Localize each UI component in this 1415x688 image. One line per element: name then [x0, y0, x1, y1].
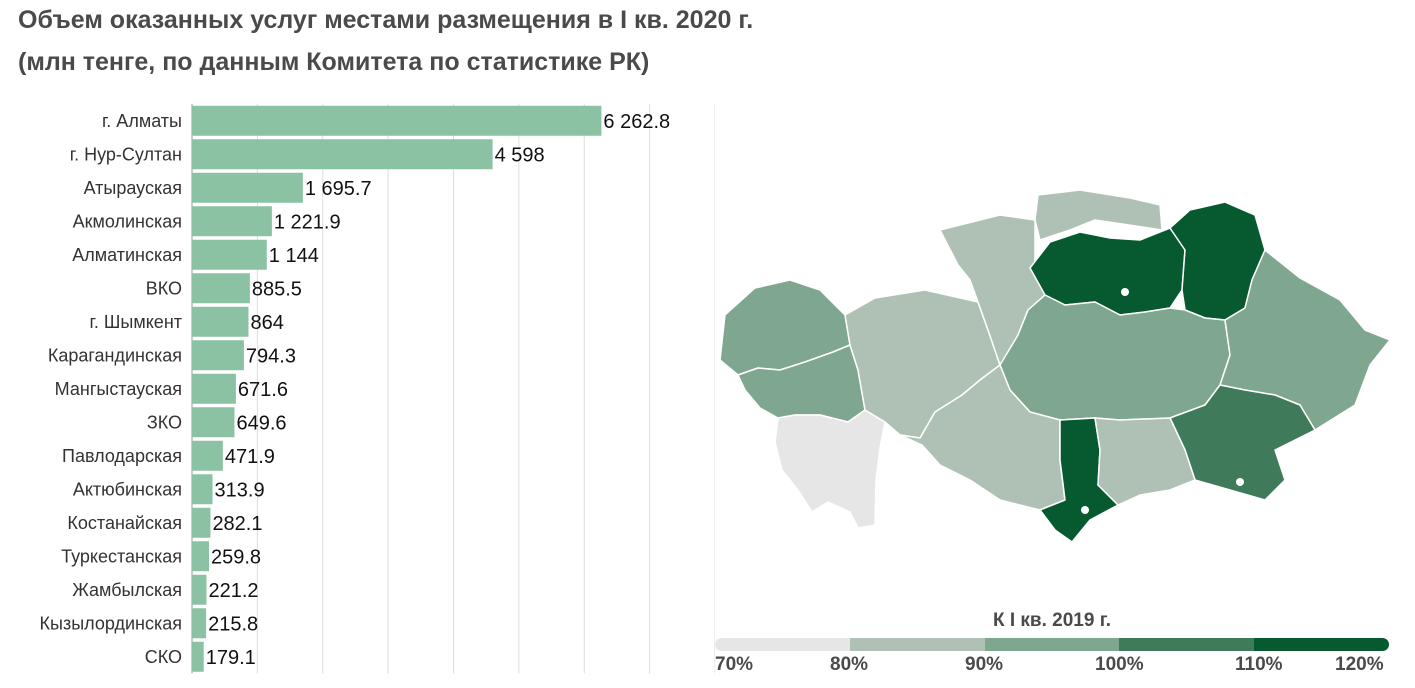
value-label: 864	[250, 312, 283, 334]
category-label: Актюбинская	[73, 479, 182, 499]
value-label: 1 144	[269, 245, 319, 267]
bar	[192, 608, 207, 639]
category-label: ВКО	[146, 278, 182, 298]
bar	[192, 373, 236, 404]
map-region-balkhash	[1094, 417, 1196, 506]
value-label: 179.1	[206, 647, 256, 669]
value-label: 313.9	[215, 479, 265, 501]
bar	[192, 306, 249, 337]
bar	[192, 206, 272, 237]
legend-segment	[984, 638, 1120, 651]
nur-sultan-city-marker	[1121, 288, 1129, 296]
value-label: 471.9	[225, 446, 275, 468]
legend-tick-90: 90%	[965, 654, 1004, 675]
value-label: 221.2	[208, 580, 258, 602]
bar-chart: г. Алматы 6 262.8 г. Нур-Султан 4 598 Атырау…	[40, 104, 715, 674]
value-label: 4 598	[495, 144, 545, 166]
legend-tick-80: 80%	[830, 654, 869, 675]
category-label: ЗКО	[147, 412, 182, 432]
category-label: Мангыстауская	[55, 379, 182, 399]
bar	[192, 340, 244, 371]
bar	[192, 105, 602, 136]
value-label: 1 221.9	[274, 211, 341, 233]
chart-title: Объем оказанных услуг местами размещения…	[18, 6, 754, 34]
category-label: Акмолинская	[73, 211, 182, 231]
bar	[192, 239, 267, 270]
category-label: Павлодарская	[62, 446, 182, 466]
bar	[192, 407, 235, 438]
bar	[192, 172, 303, 203]
category-label: Кызылординская	[40, 613, 182, 633]
value-label: 1 695.7	[305, 178, 372, 200]
value-label: 794.3	[246, 345, 296, 367]
category-label: г. Алматы	[102, 111, 182, 131]
category-label: г. Шымкент	[90, 312, 182, 332]
legend-tick-120: 120%	[1335, 654, 1384, 675]
legend-tick-110: 110%	[1235, 654, 1283, 675]
legend-tick-100: 100%	[1095, 654, 1144, 675]
bar	[192, 474, 213, 505]
category-label: Алматинская	[72, 245, 182, 265]
bar	[192, 507, 211, 538]
category-label: Атырауская	[84, 178, 182, 198]
legend-title: К I кв. 2019 г.	[992, 610, 1112, 631]
bar	[192, 641, 204, 672]
value-label: 215.8	[208, 613, 258, 635]
bar	[192, 440, 223, 471]
bar	[192, 541, 209, 572]
legend-color-bar	[715, 638, 1389, 651]
legend-segment	[1119, 638, 1255, 651]
value-label: 6 262.8	[603, 111, 670, 133]
value-label: 282.1	[212, 513, 262, 535]
value-label: 259.8	[211, 546, 261, 568]
value-label: 649.6	[236, 412, 286, 434]
bar	[192, 139, 493, 170]
chart-subtitle: (млн тенге, по данным Комитета по статис…	[18, 48, 650, 76]
almaty-city-marker	[1236, 478, 1244, 486]
map-region-sko	[1034, 189, 1163, 241]
bar	[192, 273, 250, 304]
shymkent-city-marker	[1081, 506, 1089, 514]
legend-segment	[1254, 638, 1389, 651]
legend-tick-70: 70%	[715, 654, 754, 675]
map-region-almaty	[1169, 384, 1316, 501]
category-label: Карагандинская	[48, 345, 182, 365]
value-label: 671.6	[238, 379, 288, 401]
map-region-mangystau	[774, 409, 886, 529]
color-legend: К I кв. 2019 г. 70% 80% 90% 100% 110% 12…	[715, 610, 1389, 688]
category-label: Туркестанская	[61, 546, 182, 566]
category-label: Костанайская	[67, 513, 182, 533]
category-label: г. Нур-Султан	[70, 144, 182, 164]
legend-segment	[849, 638, 985, 651]
map-region-karaganda	[999, 294, 1231, 421]
category-label: Жамбылская	[72, 580, 182, 600]
kazakhstan-map	[719, 189, 1391, 543]
legend-segment	[715, 638, 850, 651]
bar	[192, 574, 207, 605]
category-label: СКО	[145, 647, 182, 667]
value-label: 885.5	[252, 278, 302, 300]
map-region-vko	[1219, 249, 1391, 431]
